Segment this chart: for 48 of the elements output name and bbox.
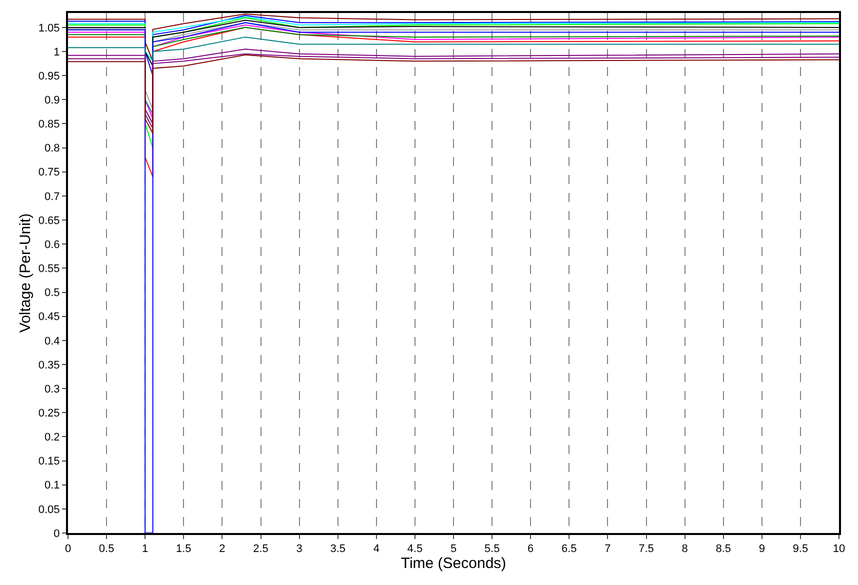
x-tick-label: 9.5 <box>792 543 808 556</box>
y-tick-label: 0.7 <box>44 190 60 203</box>
x-axis-title: Time (Seconds) <box>400 555 506 572</box>
x-tick-label: 2 <box>219 543 226 556</box>
x-tick-label: 4 <box>373 543 380 556</box>
x-tick-label: 1.5 <box>176 543 192 556</box>
y-tick-label: 1 <box>54 46 60 58</box>
y-tick-label: 0.5 <box>44 287 60 300</box>
y-tick-label: 0.75 <box>38 166 60 179</box>
y-tick-label: 0.25 <box>38 407 60 420</box>
x-tick-label: 3.5 <box>330 543 346 556</box>
line-series <box>68 14 839 76</box>
x-tick-label: 0 <box>64 543 72 556</box>
x-tick-label: 2.5 <box>253 543 268 556</box>
y-tick-label: 0.35 <box>38 359 60 372</box>
x-tick-label: 1 <box>142 543 148 556</box>
x-tick-label: 7.5 <box>638 543 654 556</box>
y-tick-label: 0.9 <box>44 94 60 107</box>
y-tick-label: 0.6 <box>44 238 60 251</box>
x-tick-label: 10 <box>832 543 846 556</box>
y-tick-label: 0.15 <box>38 456 60 468</box>
x-tick-label: 8.5 <box>716 543 731 556</box>
y-tick-label: 0.1 <box>44 480 60 492</box>
line-series <box>68 36 839 115</box>
y-axis-title: Voltage (Per-Unit) <box>17 213 34 333</box>
x-tick-label: 5 <box>450 543 457 556</box>
y-tick-label: 0.95 <box>38 70 60 82</box>
x-tick-label: 0.5 <box>98 543 114 556</box>
y-tick-label: 0.4 <box>44 335 60 348</box>
y-tick-label: 0.05 <box>38 504 60 516</box>
line-series <box>68 22 839 533</box>
x-tick-label: 9 <box>758 543 765 556</box>
x-tick-label: 3 <box>296 543 302 556</box>
x-tick-label: 6 <box>528 543 534 556</box>
y-tick-label: 0.3 <box>44 383 60 396</box>
y-tick-label: 0 <box>54 528 60 540</box>
y-tick-label: 0.8 <box>44 142 60 155</box>
y-tick-label: 1.05 <box>38 22 60 34</box>
x-tick-label: 8 <box>682 543 688 556</box>
x-tick-label: 7 <box>604 543 611 556</box>
y-tick-label: 0.2 <box>44 432 60 444</box>
y-tick-label: 0.65 <box>38 214 60 227</box>
y-tick-label: 0.85 <box>38 118 60 131</box>
x-tick-label: 4.5 <box>407 543 423 556</box>
x-tick-label: 5.5 <box>484 543 500 556</box>
y-tick-label: 0.55 <box>38 263 60 276</box>
y-tick-label: 0.45 <box>38 311 60 324</box>
x-tick-label: 6.5 <box>562 543 577 556</box>
